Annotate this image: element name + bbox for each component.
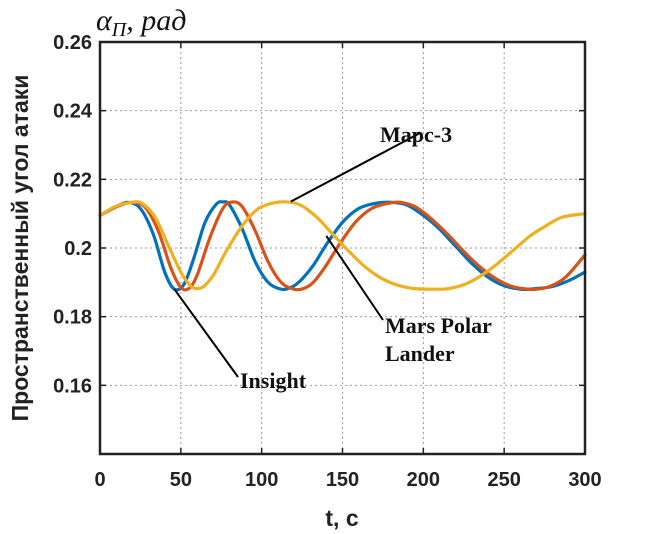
x-axis-label: t, c <box>325 505 358 531</box>
annotation-arrow <box>325 235 384 321</box>
annotation-label: Insight <box>240 368 307 393</box>
x-tick-label: 250 <box>487 469 520 491</box>
series-line-марс-3 <box>98 200 587 291</box>
annotation-layer: Марс-3 Mars Polar Lander Insight <box>173 122 492 393</box>
tick-layer: 0 50 100 150 200 250 300 0.16 0.18 0.2 0.22 0.24 0.2… <box>53 32 602 491</box>
y-tick-label: 0.16 <box>53 375 92 397</box>
y-tick-label: 0.22 <box>53 169 92 191</box>
x-tick-label: 150 <box>326 469 359 491</box>
annotation-label: Марс-3 <box>380 122 452 147</box>
y-tick-label: 0.26 <box>53 32 92 54</box>
series-layer <box>98 200 587 292</box>
x-tick-label: 0 <box>94 469 105 491</box>
y-tick-label: 0.24 <box>53 101 93 123</box>
x-tick-label: 100 <box>245 469 278 491</box>
y-axis-label: Пространственный угол атаки <box>7 75 33 422</box>
y-tick-label: 0.2 <box>64 238 92 260</box>
x-tick-label: 300 <box>568 469 601 491</box>
grid-layer <box>100 42 585 454</box>
x-tick-label: 50 <box>170 469 192 491</box>
top-label: αП, рад <box>96 4 186 41</box>
x-tick-label: 200 <box>407 469 440 491</box>
annotation-arrow <box>290 132 421 203</box>
annotation-arrow <box>173 288 239 378</box>
y-tick-label: 0.18 <box>53 307 92 329</box>
series-line-mars-polar-lander <box>98 200 587 292</box>
annotation-label: Mars Polar Lander <box>385 313 492 366</box>
